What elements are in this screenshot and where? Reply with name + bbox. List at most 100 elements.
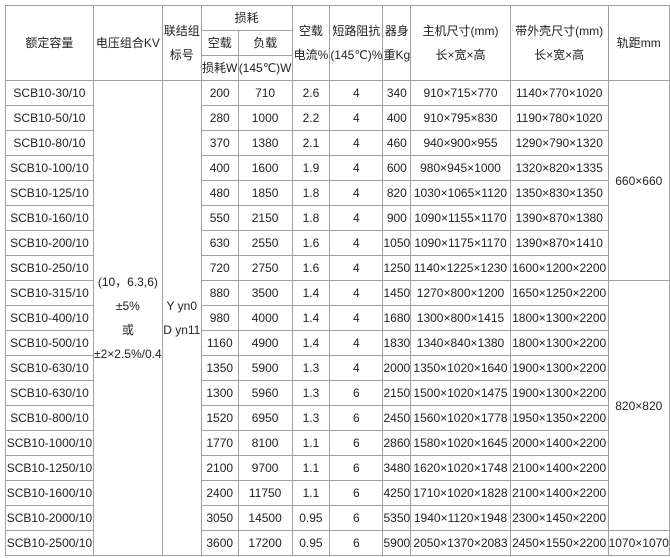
cell-noload-current: 1.1 [291, 455, 331, 481]
cell-case-size: 1190×780×1020 [509, 105, 609, 131]
cell-impedance: 4 [329, 105, 384, 131]
header-capacity: 额定容量 [5, 5, 94, 81]
cell-impedance: 6 [329, 430, 384, 456]
cell-case-size: 1900×1300×2200 [509, 355, 609, 381]
cell-noload-loss: 400 [200, 155, 239, 181]
table-row: SCB10-630/10 1350 5900 1.3 4 2000 1350×1020×16… [5, 355, 670, 381]
gauge-cell: 1070×1070 [607, 530, 670, 556]
cell-noload-current: 1.1 [291, 480, 331, 506]
cell-noload-loss: 880 [200, 280, 239, 306]
cell-impedance: 4 [329, 230, 384, 256]
table-row: SCB10-1600/10 2400 11750 1.1 6 4250 1710×1020×… [5, 480, 670, 506]
cell-capacity: SCB10-100/10 [5, 155, 94, 181]
cell-noload-current: 2.1 [291, 130, 331, 156]
connection-line: D yn11 [163, 323, 201, 337]
cell-load-loss: 2550 [237, 230, 293, 256]
cell-weight: 1450 [382, 280, 412, 306]
cell-main-size: 1560×1020×1778 [410, 405, 511, 431]
header-weight: 器身 重Kg [382, 5, 412, 81]
cell-impedance: 4 [329, 305, 384, 331]
cell-weight: 1830 [382, 330, 412, 356]
cell-load-loss: 2150 [237, 205, 293, 231]
cell-noload-loss: 1520 [200, 405, 239, 431]
cell-case-size: 1350×830×1350 [509, 180, 609, 206]
cell-main-size: 1710×1020×1828 [410, 480, 511, 506]
voltage-cell: (10，6.3,6) ±5% 或 ±2×2.5%/0.4 [92, 80, 163, 556]
cell-noload-current: 1.8 [291, 180, 331, 206]
cell-impedance: 6 [329, 405, 384, 431]
cell-noload-loss: 200 [200, 80, 239, 106]
cell-main-size: 1940×1120×1948 [410, 505, 511, 531]
cell-case-size: 1390×870×1380 [509, 205, 609, 231]
cell-capacity: SCB10-50/10 [5, 105, 94, 131]
cell-case-size: 2100×1400×2200 [509, 480, 609, 506]
cell-main-size: 1500×1020×1475 [410, 380, 511, 406]
cell-weight: 820 [382, 180, 412, 206]
cell-impedance: 6 [329, 480, 384, 506]
cell-capacity: SCB10-125/10 [5, 180, 94, 206]
cell-main-size: 910×795×830 [410, 105, 511, 131]
table-row: SCB10-2500/10 3600 17200 0.95 6 5900 2050×1370… [5, 530, 670, 556]
cell-noload-current: 2.2 [291, 105, 331, 131]
cell-capacity: SCB10-1000/10 [5, 430, 94, 456]
cell-capacity: SCB10-2000/10 [5, 505, 94, 531]
header-case-size: 带外壳尺寸(mm) 长×宽×高 [509, 5, 609, 81]
cell-load-loss: 2750 [237, 255, 293, 281]
cell-impedance: 4 [329, 355, 384, 381]
cell-weight: 2860 [382, 430, 412, 456]
cell-noload-current: 1.3 [291, 380, 331, 406]
table-row: SCB10-1000/10 1770 8100 1.1 6 2860 1580×1020×1… [5, 430, 670, 456]
cell-main-size: 980×945×1000 [410, 155, 511, 181]
header-load-loss-1: 负载 [237, 30, 293, 56]
cell-load-loss: 1000 [237, 105, 293, 131]
cell-noload-loss: 630 [200, 230, 239, 256]
cell-capacity: SCB10-800/10 [5, 405, 94, 431]
table-row: SCB10-50/10 280 1000 2.2 4 400 910×795×830 1190… [5, 105, 670, 131]
header-voltage: 电压组合KV [92, 5, 163, 81]
cell-impedance: 4 [329, 280, 384, 306]
cell-impedance: 6 [329, 530, 384, 556]
cell-load-loss: 4000 [237, 305, 293, 331]
gauge-cell: 820×820 [607, 280, 670, 531]
cell-noload-current: 0.95 [291, 530, 331, 556]
cell-noload-loss: 1350 [200, 355, 239, 381]
cell-capacity: SCB10-30/10 [5, 80, 94, 106]
cell-case-size: 1290×790×1320 [509, 130, 609, 156]
table-row: SCB10-315/10 880 3500 1.4 4 1450 1270×800×1200… [5, 280, 670, 531]
cell-noload-loss: 3050 [200, 505, 239, 531]
cell-case-size: 1390×870×1410 [509, 230, 609, 256]
cell-case-size: 2300×1450×2200 [509, 505, 609, 531]
cell-load-loss: 14500 [237, 505, 293, 531]
voltage-line: 或 [121, 323, 134, 337]
cell-load-loss: 1380 [237, 130, 293, 156]
header-noload-current: 空载 电流% [291, 5, 331, 81]
cell-noload-loss: 1160 [200, 330, 239, 356]
cell-load-loss: 1600 [237, 155, 293, 181]
transformer-spec-table: 额定容量 电压组合KV 联结组 标号 损耗 空载 电流% 短路阻抗 (145℃)% 器… [5, 5, 670, 556]
cell-weight: 1250 [382, 255, 412, 281]
cell-noload-loss: 1770 [200, 430, 239, 456]
cell-noload-current: 1.3 [291, 355, 331, 381]
cell-noload-current: 1.6 [291, 230, 331, 256]
cell-case-size: 2000×1400×2200 [509, 430, 609, 456]
cell-noload-loss: 2400 [200, 480, 239, 506]
header-noload-loss-2: 损耗W [200, 55, 239, 81]
cell-impedance: 4 [329, 205, 384, 231]
cell-load-loss: 6950 [237, 405, 293, 431]
voltage-line: ±2×2.5%/0.4 [94, 347, 162, 361]
cell-noload-current: 1.4 [291, 280, 331, 306]
cell-weight: 4250 [382, 480, 412, 506]
cell-weight: 340 [382, 80, 412, 106]
cell-capacity: SCB10-630/10 [5, 355, 94, 381]
cell-capacity: SCB10-400/10 [5, 305, 94, 331]
table-row: SCB10-100/10 400 1600 1.9 4 600 980×945×1000 13… [5, 155, 670, 181]
gauge-cell: 660×660 [607, 80, 670, 281]
cell-load-loss: 5900 [237, 355, 293, 381]
voltage-line: ±5% [115, 299, 140, 313]
cell-impedance: 6 [329, 455, 384, 481]
cell-impedance: 6 [329, 380, 384, 406]
header-gauge: 轨距mm [607, 5, 670, 81]
cell-load-loss: 3500 [237, 280, 293, 306]
cell-weight: 2450 [382, 405, 412, 431]
cell-noload-loss: 1300 [200, 380, 239, 406]
